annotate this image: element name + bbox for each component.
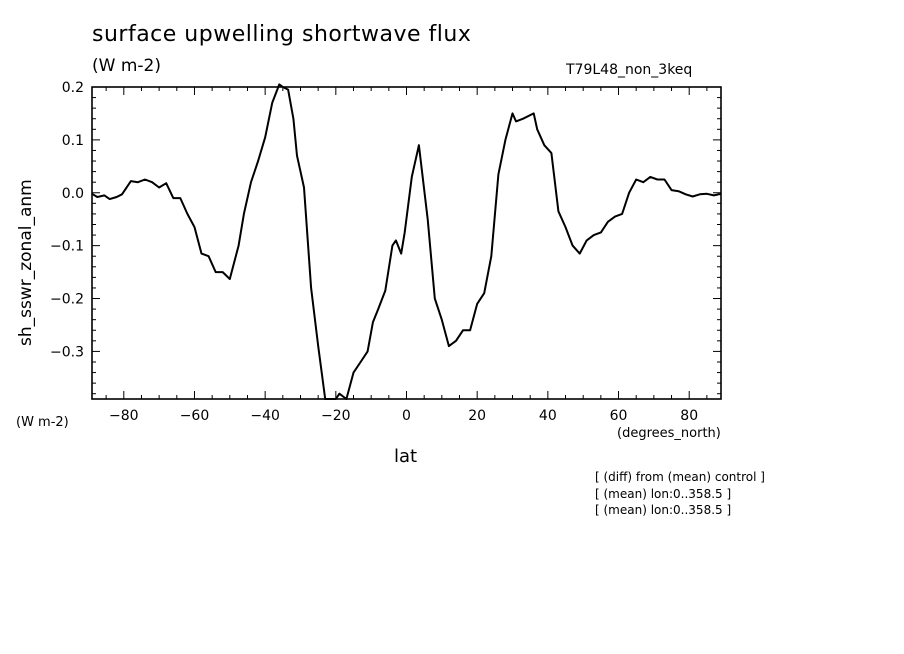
run-label: T79L48_non_3keq — [566, 62, 693, 78]
note-mean-lon-2: [ (mean) lon:0..358.5 ] — [595, 503, 732, 517]
chart-title: surface upwelling shortwave flux — [92, 22, 472, 47]
y-axis-units: (W m-2) — [16, 415, 69, 430]
x-axis-units: (degrees_north) — [617, 426, 721, 441]
x-tick-label: −80 — [109, 408, 139, 424]
x-tick-label: −40 — [250, 408, 280, 424]
series-line — [91, 83, 722, 400]
x-tick-label: 60 — [610, 408, 628, 424]
chart-units: (W m-2) — [92, 56, 161, 76]
x-tick-label: 0 — [402, 408, 411, 424]
x-tick-label: 40 — [539, 408, 557, 424]
x-tick-label: 20 — [468, 408, 486, 424]
x-tick-label: −60 — [180, 408, 210, 424]
x-tick-label: 80 — [680, 408, 698, 424]
y-tick-label: −0.1 — [50, 239, 84, 255]
note-mean-lon-1: [ (mean) lon:0..358.5 ] — [595, 487, 732, 501]
y-tick-label: −0.2 — [50, 292, 84, 308]
y-tick-label: 0.2 — [62, 80, 84, 96]
axis-ticks — [92, 86, 721, 399]
tick-labels: −80 −60 −40 −20 0 20 40 60 80 0.2 0.1 0.0 −0.1 −0.2 −0… — [50, 80, 698, 424]
plot-frame — [91, 86, 722, 400]
y-tick-label: −0.3 — [50, 344, 84, 360]
x-tick-label: −20 — [321, 408, 351, 424]
x-axis-label: lat — [394, 446, 418, 467]
note-diff: [ (diff) from (mean) control ] — [595, 470, 765, 484]
y-tick-label: 0.0 — [62, 186, 84, 202]
y-tick-label: 0.1 — [62, 133, 84, 149]
